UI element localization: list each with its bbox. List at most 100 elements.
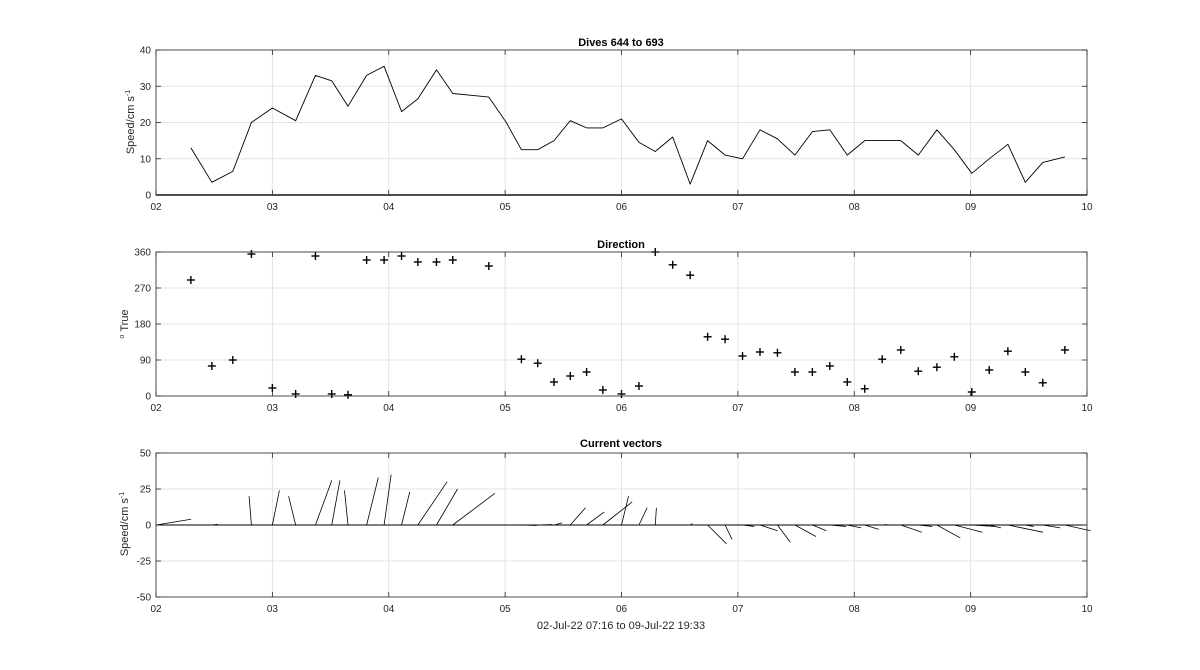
direction-panel-ylabel: oTrue [119, 309, 131, 338]
current-vector [331, 480, 341, 526]
current-vector [777, 524, 791, 543]
current-vector [553, 522, 563, 526]
direction-point [362, 256, 371, 264]
direction-point [247, 250, 256, 258]
y-tick-label: 25 [140, 485, 152, 496]
direction-point [721, 335, 730, 344]
x-tick-label: 05 [500, 604, 512, 615]
direction-point [207, 362, 216, 370]
speed-series-line [190, 65, 1066, 185]
direction-point [738, 352, 747, 360]
x-tick-label: 10 [1081, 403, 1093, 414]
current-vector [724, 524, 733, 540]
current-vector [638, 507, 648, 526]
current-vector [436, 488, 458, 526]
x-tick-label: 02 [150, 604, 162, 615]
direction-point [985, 366, 994, 374]
current-vector [989, 524, 1002, 529]
y-tick-label: 0 [145, 521, 151, 532]
x-tick-label: 08 [849, 202, 861, 213]
current-vector [812, 524, 827, 532]
direction-panel-title: Direction [597, 239, 645, 251]
current-vector [1064, 524, 1091, 532]
x-tick-label: 09 [965, 202, 977, 213]
current-vector [864, 524, 879, 530]
x-tick-label: 05 [500, 202, 512, 213]
y-tick-label: 270 [134, 284, 151, 295]
speed-panel-ylabel: Speed/cm s-1 [125, 90, 137, 154]
y-tick-label: 0 [145, 392, 151, 403]
direction-point [327, 390, 336, 398]
current-vector [1007, 524, 1044, 533]
direction-point [896, 346, 905, 354]
x-tick-label: 08 [849, 604, 861, 615]
current-vector [271, 490, 280, 526]
direction-point [703, 332, 712, 341]
x-tick-label: 03 [267, 202, 279, 213]
current-vector [1042, 524, 1061, 529]
y-tick-label: 50 [140, 449, 152, 460]
current-vector [155, 518, 192, 526]
x-tick-label: 02 [150, 403, 162, 414]
vectors-panel: Current vectors Speed/cm s-1 02 03 04 05 06 0… [119, 438, 1093, 615]
x-tick-label: 07 [732, 202, 744, 213]
current-vector [900, 524, 922, 533]
direction-point [825, 362, 834, 370]
y-tick-label: 360 [134, 248, 151, 259]
x-tick-label: 02 [150, 202, 162, 213]
y-tick-label: 10 [140, 154, 152, 165]
direction-point [1038, 378, 1047, 387]
x-tick-label: 09 [965, 403, 977, 414]
x-tick-label: 04 [383, 403, 395, 414]
direction-point [1003, 347, 1012, 356]
current-vector [936, 524, 961, 539]
current-vector [621, 496, 629, 526]
direction-point [311, 252, 320, 260]
x-tick-label: 07 [732, 403, 744, 414]
current-vector [707, 524, 727, 545]
vectors-panel-title: Current vectors [580, 438, 662, 450]
x-tick-label: 06 [616, 202, 628, 213]
figure-xlabel: 02-Jul-22 07:16 to 09-Jul-22 19:33 [537, 620, 705, 632]
current-vector [383, 474, 392, 526]
current-vector [211, 523, 218, 526]
direction-point [790, 368, 799, 376]
current-vector [794, 524, 817, 537]
x-tick-label: 03 [267, 403, 279, 414]
direction-point [598, 386, 607, 394]
direction-point [228, 356, 237, 364]
direction-point [484, 262, 493, 270]
current-vector [452, 493, 496, 526]
vectors-panel-ylabel: Speed/cm s-1 [119, 492, 131, 556]
direction-point [291, 390, 300, 398]
x-tick-label: 05 [500, 403, 512, 414]
x-tick-label: 08 [849, 403, 861, 414]
current-vector [954, 524, 983, 533]
current-vector [742, 524, 755, 527]
direction-point [967, 388, 976, 396]
direction-point [380, 256, 389, 264]
y-tick-label: 180 [134, 320, 151, 331]
speed-panel: Dives 644 to 693 Speed/cm s-1 02 03 04 05 06… [125, 37, 1093, 213]
direction-point [1021, 368, 1030, 376]
direction-point [878, 355, 887, 364]
x-tick-label: 04 [383, 202, 395, 213]
current-vector [315, 480, 333, 526]
direction-point [566, 372, 575, 380]
y-tick-label: 90 [140, 356, 152, 367]
direction-point [860, 384, 869, 393]
current-vector [602, 501, 633, 526]
current-vector [918, 524, 933, 527]
current-vector [288, 496, 297, 526]
x-tick-label: 10 [1081, 202, 1093, 213]
current-vector [654, 507, 657, 526]
direction-point [533, 359, 542, 368]
current-vector [366, 477, 379, 526]
x-tick-label: 09 [965, 604, 977, 615]
y-tick-label: 30 [140, 82, 152, 93]
x-tick-label: 06 [616, 604, 628, 615]
y-tick-label: 0 [145, 191, 151, 202]
direction-point [755, 348, 764, 356]
current-vector [689, 523, 693, 526]
